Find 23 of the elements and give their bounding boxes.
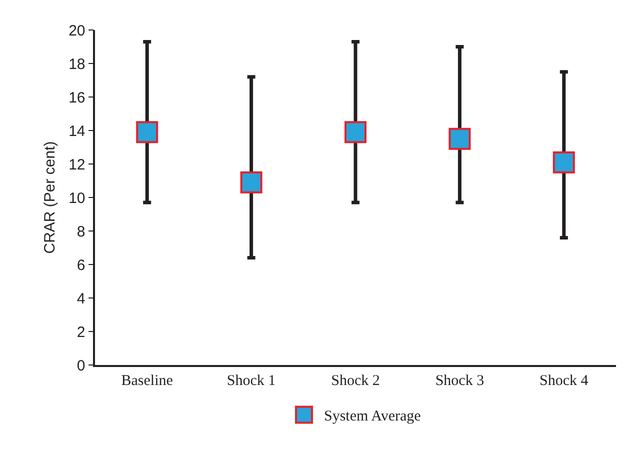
x-tick-label: Shock 1 <box>226 373 276 389</box>
y-tick-label: 10 <box>68 190 86 207</box>
x-tick-label: Shock 4 <box>540 373 589 389</box>
legend-label: System Average <box>324 408 422 425</box>
point <box>448 128 471 150</box>
x-tick-label: Baseline <box>121 373 174 389</box>
x-tick-label: Shock 3 <box>435 373 484 389</box>
y-tick-label: 2 <box>76 324 86 341</box>
y-tick-label: 20 <box>68 22 86 40</box>
x-tick-label: Shock 2 <box>331 373 380 389</box>
y-tick-label: 0 <box>76 357 86 374</box>
y-axis-title: CRAR (Per cent) <box>42 141 58 254</box>
y-tick-label: 18 <box>68 56 86 73</box>
y-tick-label: 14 <box>68 122 86 140</box>
y-tick-label: 4 <box>76 290 86 308</box>
point <box>552 151 575 174</box>
point <box>136 121 158 144</box>
y-tick-label: 12 <box>68 156 86 174</box>
point <box>344 121 366 144</box>
y-tick-label: 8 <box>76 223 86 240</box>
point <box>240 171 262 194</box>
y-tick-label: 16 <box>68 89 86 106</box>
y-tick-label: 6 <box>76 256 86 274</box>
